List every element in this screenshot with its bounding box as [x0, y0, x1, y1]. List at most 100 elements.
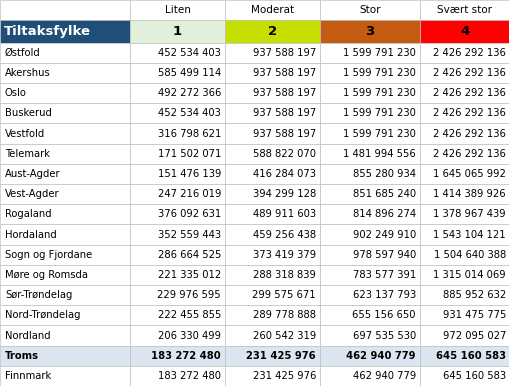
Bar — [0, 164, 130, 184]
Text: Sør-Trøndelag: Sør-Trøndelag — [5, 290, 72, 300]
Text: 492 272 366: 492 272 366 — [157, 88, 220, 98]
Bar — [224, 245, 319, 265]
Text: 171 502 071: 171 502 071 — [157, 149, 220, 159]
Text: 376 092 631: 376 092 631 — [157, 209, 220, 219]
Text: 416 284 073: 416 284 073 — [252, 169, 316, 179]
Text: 623 137 793: 623 137 793 — [352, 290, 415, 300]
Text: Akershus: Akershus — [5, 68, 51, 78]
Bar — [319, 124, 419, 144]
Bar — [130, 224, 224, 245]
Bar — [319, 305, 419, 325]
Bar — [419, 184, 509, 204]
Bar — [224, 103, 319, 124]
Bar — [224, 204, 319, 224]
Bar — [319, 20, 419, 42]
Text: Oslo: Oslo — [5, 88, 27, 98]
Bar — [319, 245, 419, 265]
Bar — [419, 144, 509, 164]
Bar — [224, 20, 319, 42]
Text: 937 588 197: 937 588 197 — [252, 129, 316, 139]
Bar — [130, 83, 224, 103]
Bar — [319, 204, 419, 224]
Text: 299 575 671: 299 575 671 — [252, 290, 316, 300]
Bar — [130, 20, 224, 42]
Text: 1 599 791 230: 1 599 791 230 — [343, 88, 415, 98]
Bar — [0, 224, 130, 245]
Text: 222 455 855: 222 455 855 — [157, 310, 220, 320]
Text: 1 504 640 388: 1 504 640 388 — [433, 250, 505, 260]
Bar — [130, 103, 224, 124]
Bar — [319, 285, 419, 305]
Bar — [0, 83, 130, 103]
Text: 1 543 104 121: 1 543 104 121 — [433, 230, 505, 240]
Bar — [319, 0, 419, 20]
Text: 937 588 197: 937 588 197 — [252, 88, 316, 98]
Bar — [419, 83, 509, 103]
Bar — [319, 42, 419, 63]
Text: 288 318 839: 288 318 839 — [252, 270, 316, 280]
Text: 2 426 292 136: 2 426 292 136 — [432, 88, 505, 98]
Bar — [319, 366, 419, 386]
Bar — [224, 265, 319, 285]
Bar — [130, 124, 224, 144]
Bar — [419, 305, 509, 325]
Bar — [130, 144, 224, 164]
Text: Tiltaksfylke: Tiltaksfylke — [4, 25, 91, 38]
Bar — [130, 245, 224, 265]
Bar — [419, 63, 509, 83]
Bar — [130, 42, 224, 63]
Text: 373 419 379: 373 419 379 — [252, 250, 316, 260]
Bar — [419, 224, 509, 245]
Bar — [130, 285, 224, 305]
Text: 286 664 525: 286 664 525 — [157, 250, 220, 260]
Bar — [130, 164, 224, 184]
Text: 1: 1 — [173, 25, 182, 38]
Bar — [419, 204, 509, 224]
Text: 1 599 791 230: 1 599 791 230 — [343, 108, 415, 119]
Bar — [319, 164, 419, 184]
Bar — [224, 345, 319, 366]
Text: Finnmark: Finnmark — [5, 371, 51, 381]
Text: 394 299 128: 394 299 128 — [252, 189, 316, 199]
Text: 1 599 791 230: 1 599 791 230 — [343, 129, 415, 139]
Bar — [224, 124, 319, 144]
Bar — [130, 184, 224, 204]
Bar — [319, 103, 419, 124]
Bar — [419, 285, 509, 305]
Text: 229 976 595: 229 976 595 — [157, 290, 220, 300]
Text: 3: 3 — [364, 25, 374, 38]
Text: 1 599 791 230: 1 599 791 230 — [343, 48, 415, 58]
Text: 931 475 775: 931 475 775 — [442, 310, 505, 320]
Text: Møre og Romsda: Møre og Romsda — [5, 270, 88, 280]
Text: 247 216 019: 247 216 019 — [157, 189, 220, 199]
Bar — [419, 164, 509, 184]
Text: 151 476 139: 151 476 139 — [157, 169, 220, 179]
Text: Hordaland: Hordaland — [5, 230, 56, 240]
Bar — [319, 345, 419, 366]
Bar — [0, 345, 130, 366]
Text: 1 414 389 926: 1 414 389 926 — [433, 189, 505, 199]
Text: 206 330 499: 206 330 499 — [158, 330, 220, 340]
Bar — [0, 42, 130, 63]
Bar — [0, 265, 130, 285]
Bar — [319, 184, 419, 204]
Text: 352 559 443: 352 559 443 — [158, 230, 220, 240]
Bar — [419, 265, 509, 285]
Text: 221 335 012: 221 335 012 — [157, 270, 220, 280]
Bar — [419, 325, 509, 345]
Text: 972 095 027: 972 095 027 — [442, 330, 505, 340]
Text: 2 426 292 136: 2 426 292 136 — [432, 108, 505, 119]
Bar — [224, 0, 319, 20]
Text: 183 272 480: 183 272 480 — [158, 371, 220, 381]
Text: 1 481 994 556: 1 481 994 556 — [343, 149, 415, 159]
Bar — [0, 124, 130, 144]
Text: 814 896 274: 814 896 274 — [352, 209, 415, 219]
Text: Vest-Agder: Vest-Agder — [5, 189, 60, 199]
Bar — [419, 345, 509, 366]
Text: 937 588 197: 937 588 197 — [252, 68, 316, 78]
Text: 937 588 197: 937 588 197 — [252, 108, 316, 119]
Text: Buskerud: Buskerud — [5, 108, 52, 119]
Text: Rogaland: Rogaland — [5, 209, 51, 219]
Bar — [224, 63, 319, 83]
Text: Vestfold: Vestfold — [5, 129, 45, 139]
